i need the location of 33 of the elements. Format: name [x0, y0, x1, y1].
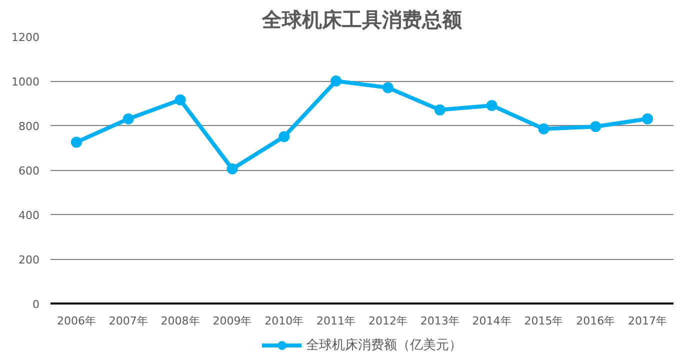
x-tick-label: 2016年 — [576, 314, 616, 328]
point — [330, 76, 342, 86]
x-tick-label: 2009年 — [212, 314, 252, 328]
point — [278, 131, 290, 142]
y-tick-label: 800 — [18, 120, 40, 133]
point — [434, 104, 446, 116]
x-tick-label: 2014年 — [472, 314, 512, 328]
x-tick-label: 2017年 — [628, 314, 668, 328]
point — [538, 123, 550, 134]
y-tick-label: 200 — [18, 254, 40, 266]
point — [226, 163, 238, 174]
point — [70, 136, 82, 148]
x-tick-label: 2006年 — [56, 314, 96, 328]
x-tick-label: 2015年 — [524, 314, 564, 328]
x-tick-label: 2013年 — [420, 314, 460, 328]
point — [174, 94, 186, 106]
chart-title: 全球机床工具消费总额 — [261, 8, 463, 32]
y-tick-label: 400 — [18, 209, 40, 222]
x-tick-label: 2008年 — [160, 314, 200, 328]
y-tick-label: 0 — [32, 298, 40, 311]
point — [486, 100, 498, 111]
point — [590, 121, 602, 132]
point — [382, 82, 394, 94]
y-tick-label: 600 — [18, 164, 40, 178]
point — [122, 113, 134, 124]
legend-label: 全球机床消费额（亿美元） — [306, 337, 462, 354]
x-tick-label: 2011年 — [316, 314, 356, 328]
x-tick-label: 2010年 — [264, 314, 304, 328]
point — [642, 113, 654, 124]
y-tick-label: 1000 — [12, 76, 40, 88]
y-tick-label: 1200 — [12, 31, 40, 44]
x-tick-label: 2012年 — [368, 314, 408, 328]
x-tick-label: 2007年 — [108, 314, 148, 328]
